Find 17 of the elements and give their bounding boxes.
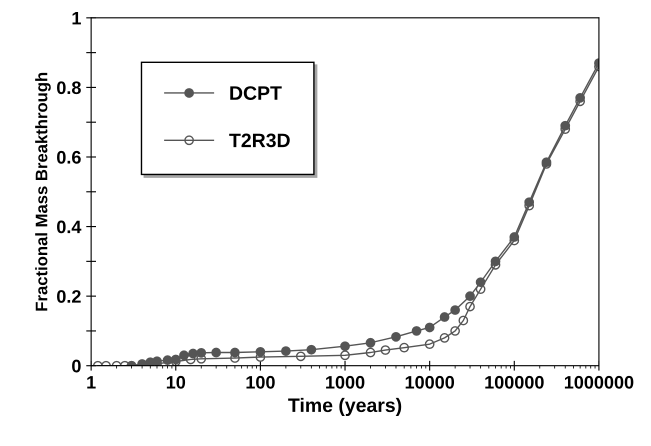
legend-label: DCPT xyxy=(230,86,282,100)
legend-label: T2R3D xyxy=(229,133,290,148)
x-tick-label: 1 xyxy=(87,376,96,389)
y-tick-label: 1 xyxy=(72,12,81,24)
y-tick-label: 0.4 xyxy=(57,220,82,234)
y-tick-label: 0 xyxy=(72,360,81,372)
y-axis-title: Fractional Mass Breakthrough xyxy=(35,72,51,311)
x-axis-title: Time (years) xyxy=(288,398,402,416)
x-tick-label: 10 xyxy=(166,376,186,389)
x-tick-label: 1000 xyxy=(326,376,364,389)
y-tick-label: 0.6 xyxy=(57,150,81,164)
y-tick-label: 0.8 xyxy=(57,81,81,94)
x-tick-label: 10000 xyxy=(406,376,454,389)
y-tick-label: 0.2 xyxy=(57,290,81,303)
x-tick-label: 100 xyxy=(246,376,275,389)
x-tick-label: 100000 xyxy=(485,376,544,389)
x-tick-label: 1000000 xyxy=(564,376,634,389)
